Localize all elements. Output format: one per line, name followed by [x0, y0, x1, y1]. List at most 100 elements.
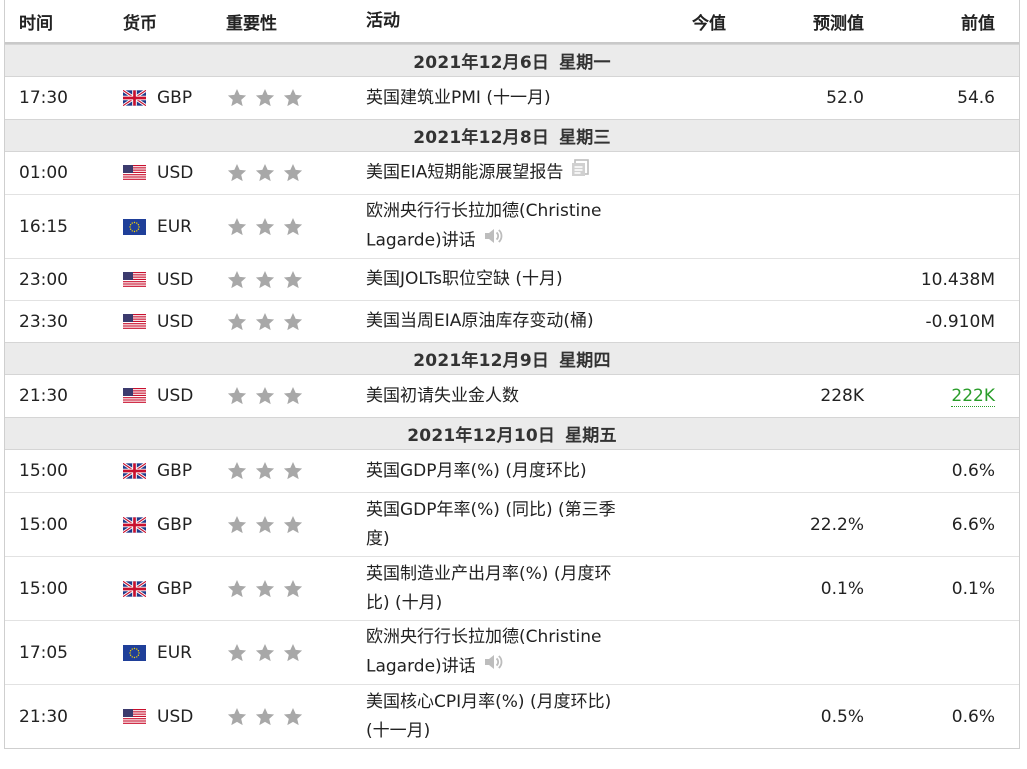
star-icon	[282, 642, 310, 664]
event-name-text: 美国EIA短期能源展望报告	[366, 162, 564, 183]
col-header-currency[interactable]: 货币	[123, 13, 157, 34]
event-name-line: 度)	[366, 525, 642, 554]
event-name[interactable]: 欧洲央行行长拉加德(Christine Lagarde)讲话	[366, 623, 642, 682]
star-icon	[226, 578, 254, 600]
speaker-icon[interactable]	[483, 226, 503, 255]
currency-code: GBP	[157, 514, 193, 535]
event-name[interactable]: 英国GDP年率(%) (同比) (第三季度)	[366, 496, 642, 554]
eu-flag-icon	[123, 218, 146, 235]
event-previous: -0.910M	[864, 312, 995, 332]
event-row[interactable]: 21:30 USD 美国核心CPI月率(%) (月度环比) (十一月) 0.5% 0.6%	[5, 684, 1019, 748]
event-row[interactable]: 15:00 GBP 英国制造业产出月率(%) (月度环 比) (十月) 0.1% 0.1%	[5, 556, 1019, 620]
event-name-line: 美国初请失业金人数	[366, 382, 642, 411]
event-name-text: 欧洲央行行长拉加德(Christine	[366, 201, 602, 222]
uk-flag-icon	[123, 90, 146, 106]
event-name-line: 欧洲央行行长拉加德(Christine	[366, 623, 642, 652]
event-row[interactable]: 23:30 USD 美国当周EIA原油库存变动(桶) -0.910M	[5, 300, 1019, 342]
star-icon	[282, 460, 310, 482]
event-row[interactable]: 21:30 USD 美国初请失业金人数 228K 222K	[5, 375, 1019, 417]
event-name[interactable]: 英国制造业产出月率(%) (月度环 比) (十月)	[366, 560, 642, 618]
col-header-forecast[interactable]: 预测值	[813, 13, 864, 34]
currency-code: USD	[157, 386, 194, 406]
event-name[interactable]: 美国核心CPI月率(%) (月度环比) (十一月)	[366, 688, 642, 746]
event-name-text: 度)	[366, 528, 390, 549]
event-previous-value[interactable]: 222K	[951, 386, 995, 407]
event-row[interactable]: 15:00 GBP 英国GDP月率(%) (月度环比) 0.6%	[5, 450, 1019, 492]
event-time: 21:30	[19, 706, 68, 727]
event-currency: EUR	[123, 643, 226, 663]
event-name-line: 比) (十月)	[366, 589, 642, 618]
currency-code: USD	[157, 706, 194, 727]
event-previous-value: 6.6%	[951, 514, 995, 535]
currency-code: GBP	[157, 88, 193, 108]
currency-code: USD	[157, 311, 194, 332]
event-currency: GBP	[123, 461, 226, 481]
event-time: 17:05	[19, 642, 68, 663]
importance-rating	[226, 87, 366, 109]
star-icon	[226, 642, 254, 664]
star-icon	[226, 216, 254, 238]
event-previous-value: 0.1%	[951, 578, 995, 599]
event-row[interactable]: 15:00 GBP 英国GDP年率(%) (同比) (第三季 度) 22.2% 6.6%	[5, 492, 1019, 556]
event-previous: 222K	[864, 386, 995, 407]
star-icon	[254, 216, 282, 238]
speaker-icon[interactable]	[483, 652, 503, 681]
star-icon	[282, 87, 310, 109]
event-name-line: 英国制造业产出月率(%) (月度环	[366, 560, 642, 589]
uk-flag-icon	[123, 463, 146, 479]
economic-calendar: 时间 货币 重要性 活动 今值 预测值 前值 2021年12月6日 星期一 17:3…	[4, 0, 1020, 749]
us-flag-icon	[123, 165, 146, 181]
col-header-actual[interactable]: 今值	[692, 13, 726, 34]
us-flag-icon	[123, 388, 146, 404]
col-header-time[interactable]: 时间	[19, 13, 53, 34]
day-weekday: 星期五	[565, 426, 617, 446]
us-flag-icon	[123, 313, 146, 330]
star-icon	[254, 642, 282, 664]
star-icon	[226, 162, 254, 184]
importance-rating	[226, 162, 366, 184]
event-row[interactable]: 16:15 EUR 欧洲央行行长拉加德(Christine Lagarde)讲话	[5, 194, 1019, 258]
event-row[interactable]: 17:30 GBP 英国建筑业PMI (十一月) 52.0 54.6	[5, 77, 1019, 119]
importance-rating	[226, 311, 366, 333]
event-name-text: 美国核心CPI月率(%) (月度环比)	[366, 691, 612, 712]
col-header-event[interactable]: 活动	[366, 10, 400, 31]
event-name-line: 英国GDP月率(%) (月度环比)	[366, 457, 642, 486]
event-time: 16:15	[19, 216, 68, 237]
event-forecast: 228K	[820, 386, 864, 406]
event-name[interactable]: 美国当周EIA原油库存变动(桶)	[366, 307, 642, 336]
currency-code: GBP	[157, 461, 193, 481]
importance-rating	[226, 269, 366, 291]
event-name-text: (十一月)	[366, 720, 431, 741]
event-name[interactable]: 美国EIA短期能源展望报告	[366, 158, 642, 188]
event-name[interactable]: 英国建筑业PMI (十一月)	[366, 84, 642, 113]
star-icon	[254, 385, 282, 407]
day-header: 2021年12月6日 星期一	[5, 44, 1019, 77]
star-icon	[282, 706, 310, 728]
col-header-importance[interactable]: 重要性	[226, 13, 277, 34]
event-time: 23:30	[19, 311, 68, 332]
star-icon	[254, 311, 282, 333]
importance-rating	[226, 514, 366, 536]
event-name[interactable]: 美国JOLTs职位空缺 (十月)	[366, 265, 642, 294]
event-row[interactable]: 23:00 USD 美国JOLTs职位空缺 (十月) 10.438M	[5, 258, 1019, 300]
event-name-line: 英国GDP年率(%) (同比) (第三季	[366, 496, 642, 525]
event-row[interactable]: 01:00 USD 美国EIA短期能源展望报告	[5, 152, 1019, 194]
event-time: 15:00	[19, 461, 68, 481]
event-forecast: 22.2%	[809, 514, 864, 535]
report-icon[interactable]	[570, 158, 590, 187]
day-weekday: 星期三	[559, 128, 611, 148]
event-name[interactable]: 美国初请失业金人数	[366, 382, 642, 411]
event-previous-value: 54.6	[957, 88, 995, 108]
event-name[interactable]: 英国GDP月率(%) (月度环比)	[366, 457, 642, 486]
event-previous: 0.1%	[864, 579, 995, 599]
col-header-previous[interactable]: 前值	[961, 13, 995, 34]
star-icon	[226, 460, 254, 482]
event-time: 21:30	[19, 386, 68, 406]
event-forecast: 0.5%	[820, 706, 864, 727]
calendar-body: 2021年12月6日 星期一 17:30 GBP 英国建筑业PMI (十一月) 52.0 5…	[5, 44, 1019, 748]
event-currency: USD	[123, 386, 226, 406]
star-icon	[254, 514, 282, 536]
event-row[interactable]: 17:05 EUR 欧洲央行行长拉加德(Christine Lagarde)讲话	[5, 620, 1019, 684]
event-name[interactable]: 欧洲央行行长拉加德(Christine Lagarde)讲话	[366, 197, 642, 256]
uk-flag-icon	[123, 516, 146, 533]
